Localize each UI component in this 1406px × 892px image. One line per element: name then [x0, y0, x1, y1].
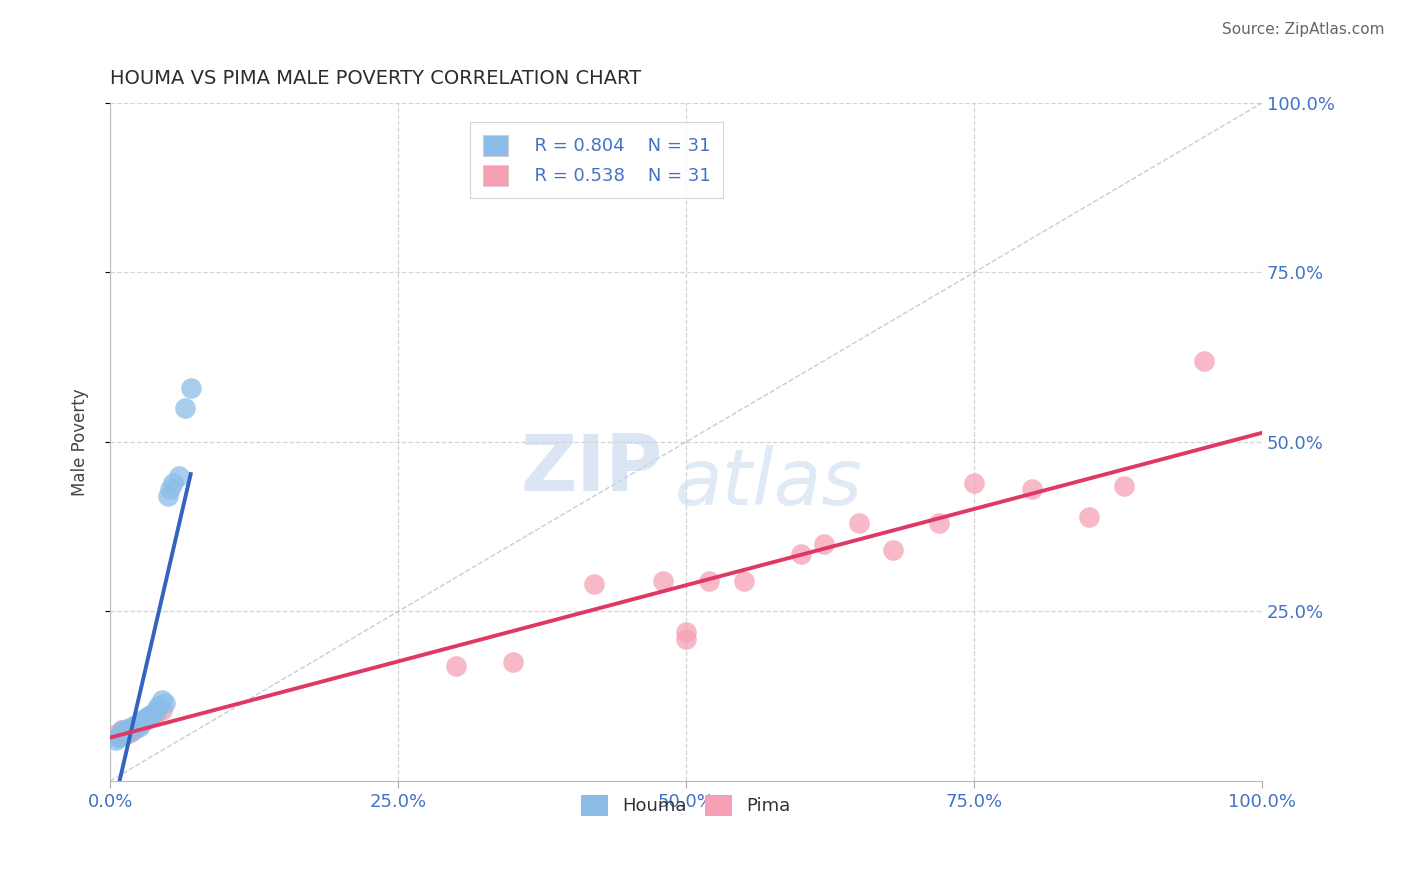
- Y-axis label: Male Poverty: Male Poverty: [72, 388, 89, 496]
- Text: Source: ZipAtlas.com: Source: ZipAtlas.com: [1222, 22, 1385, 37]
- Point: [174, 401, 197, 415]
- Point: [159, 483, 181, 497]
- Point: [104, 726, 127, 740]
- Point: [114, 726, 136, 740]
- Text: HOUMA VS PIMA MALE POVERTY CORRELATION CHART: HOUMA VS PIMA MALE POVERTY CORRELATION C…: [110, 69, 641, 87]
- Text: atlas: atlas: [675, 444, 862, 521]
- Point: [110, 723, 132, 738]
- Point: [134, 712, 156, 726]
- Text: ZIP: ZIP: [520, 431, 664, 507]
- Point: [104, 733, 127, 747]
- Point: [963, 475, 986, 490]
- Point: [142, 706, 165, 721]
- Point: [124, 720, 146, 734]
- Point: [108, 728, 131, 742]
- Point: [652, 574, 675, 588]
- Point: [110, 726, 132, 740]
- Point: [117, 726, 139, 740]
- Point: [733, 574, 755, 588]
- Point: [813, 537, 835, 551]
- Point: [1021, 483, 1043, 497]
- Point: [128, 716, 150, 731]
- Point: [1112, 479, 1135, 493]
- Point: [444, 658, 467, 673]
- Point: [675, 632, 697, 646]
- Point: [124, 718, 146, 732]
- Point: [124, 721, 146, 735]
- Point: [697, 574, 720, 588]
- Point: [148, 699, 170, 714]
- Point: [139, 709, 162, 723]
- Point: [882, 543, 904, 558]
- Point: [790, 547, 813, 561]
- Point: [120, 725, 142, 739]
- Point: [928, 516, 950, 531]
- Point: [136, 709, 159, 723]
- Point: [120, 723, 142, 738]
- Point: [1078, 509, 1101, 524]
- Point: [145, 706, 167, 721]
- Point: [502, 656, 524, 670]
- Point: [848, 516, 870, 531]
- Point: [117, 721, 139, 735]
- Point: [122, 723, 145, 738]
- Point: [134, 713, 156, 727]
- Point: [110, 723, 132, 738]
- Point: [155, 696, 177, 710]
- Point: [112, 728, 135, 742]
- Point: [131, 716, 153, 731]
- Point: [167, 468, 190, 483]
- Point: [156, 489, 179, 503]
- Point: [180, 381, 202, 395]
- Point: [150, 692, 173, 706]
- Point: [131, 713, 153, 727]
- Point: [150, 703, 173, 717]
- Point: [1194, 353, 1216, 368]
- Legend: Houma, Pima: Houma, Pima: [574, 788, 799, 822]
- Point: [139, 707, 162, 722]
- Point: [675, 624, 697, 639]
- Point: [145, 703, 167, 717]
- Point: [117, 725, 139, 739]
- Point: [162, 475, 184, 490]
- Point: [107, 730, 129, 744]
- Point: [122, 720, 145, 734]
- Point: [108, 730, 131, 744]
- Point: [117, 723, 139, 738]
- Point: [128, 720, 150, 734]
- Point: [582, 577, 605, 591]
- Point: [128, 718, 150, 732]
